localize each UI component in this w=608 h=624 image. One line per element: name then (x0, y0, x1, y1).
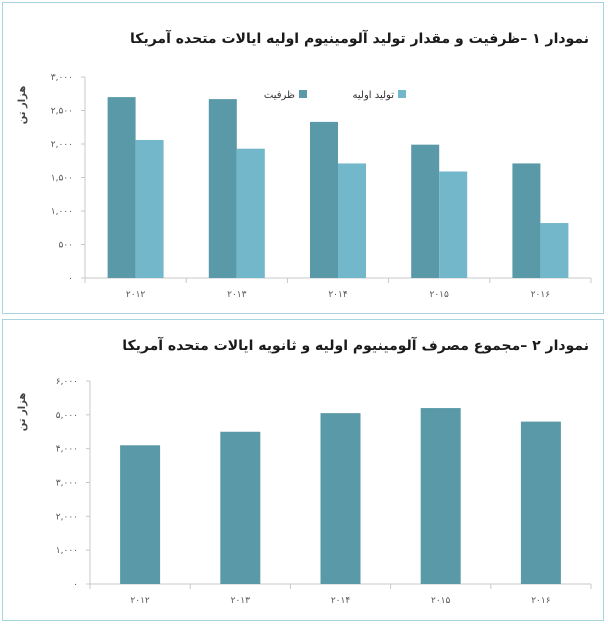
bar-series-1 (512, 163, 541, 278)
y-tick-label: ۱,۵۰۰ (51, 174, 73, 184)
chart-1-plot: ۰ ۵۰۰ ۱,۰۰۰ ۱,۵۰۰ ۲,۰۰۰ ۲,۵۰۰ ۳,۰۰۰ هزار تن ۲۰۱۲… (17, 73, 592, 300)
bar (220, 431, 261, 584)
y-tick-label: ۲,۵۰۰ (51, 107, 73, 117)
x-tick-label: ۲۰۱۵ (430, 290, 450, 300)
chart-2-plot: ۰ ۱,۰۰۰ ۲,۰۰۰ ۳,۰۰۰ ۴,۰۰۰ ۵,۰۰۰ ۶,۰۰۰ هزار تن ۲۰… (17, 377, 592, 606)
y-tick-label: ۰ (68, 274, 73, 284)
bar-series-1 (107, 97, 136, 278)
chart-panel-1: نمودار ۱ –ظرفیت و مقدار تولید آلومینیوم … (2, 2, 604, 314)
y-tick-label: ۵,۰۰۰ (56, 411, 78, 421)
legend-swatch (398, 90, 406, 98)
legend-label: تولید اولیه (353, 90, 395, 101)
y-tick-label: ۳,۰۰۰ (51, 73, 73, 83)
bar-series-1 (208, 99, 237, 278)
bar (120, 445, 161, 584)
x-tick-label: ۲۰۱۳ (231, 596, 251, 606)
x-tick-label: ۲۰۱۶ (531, 290, 551, 300)
bar-series-2 (236, 148, 265, 278)
y-axis-label: هزار تن (17, 86, 28, 125)
bar-series-1 (310, 121, 338, 278)
x-tick-label: ۲۰۱۲ (126, 290, 146, 300)
y-tick-label: ۱,۰۰۰ (56, 546, 78, 556)
y-tick-label: ۶,۰۰۰ (56, 377, 78, 387)
x-tick-label: ۲۰۱۶ (531, 596, 551, 606)
y-tick-label: ۳,۰۰۰ (56, 479, 78, 489)
y-tick-label: ۱,۰۰۰ (51, 207, 73, 217)
legend-swatch (299, 90, 307, 98)
y-tick-label: ۲,۰۰۰ (56, 512, 78, 522)
bar (320, 413, 361, 584)
x-tick-label: ۲۰۱۲ (130, 596, 150, 606)
legend-label: ظرفیت (264, 90, 295, 101)
x-tick-label: ۲۰۱۵ (431, 596, 451, 606)
y-axis-label: هزار تن (17, 393, 28, 432)
chart-title: نمودار ۱ –ظرفیت و مقدار تولید آلومینیوم … (130, 31, 589, 47)
y-tick-label: ۴,۰۰۰ (56, 445, 78, 455)
chart-title: نمودار ۲ –مجموع مصرف آلومینیوم اولیه و ث… (122, 338, 589, 354)
y-tick-label: ۲,۰۰۰ (51, 140, 73, 150)
bar-series-2 (338, 163, 366, 278)
bar-series-2 (135, 139, 164, 278)
y-tick-label: ۵۰۰ (58, 241, 73, 251)
bar (420, 408, 461, 584)
x-tick-label: ۲۰۱۴ (328, 290, 348, 300)
chart-panel-2: نمودار ۲ –مجموع مصرف آلومینیوم اولیه و ث… (2, 319, 604, 621)
bar-series-1 (411, 144, 440, 278)
bar-series-2 (439, 171, 468, 278)
y-tick-label: ۰ (73, 580, 78, 590)
bar-series-2 (540, 223, 569, 278)
bar (520, 421, 561, 584)
x-tick-label: ۲۰۱۴ (331, 596, 351, 606)
x-tick-label: ۲۰۱۳ (227, 290, 247, 300)
